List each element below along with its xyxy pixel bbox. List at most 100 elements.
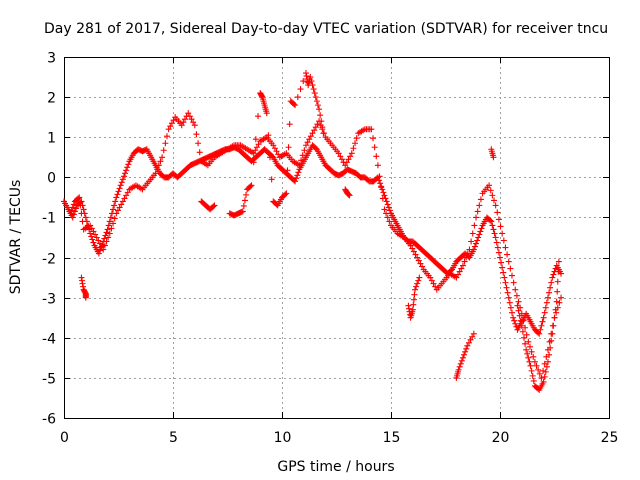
y-tick-label: -3 bbox=[42, 292, 56, 308]
data-point-interp bbox=[513, 292, 520, 299]
data-point-interp bbox=[539, 380, 546, 387]
data-point-interp bbox=[495, 216, 502, 223]
data-point-interp bbox=[546, 351, 553, 358]
data-point-interp bbox=[154, 166, 161, 173]
data-point-interp bbox=[180, 168, 187, 175]
data-point-interp bbox=[252, 147, 259, 154]
data-point bbox=[544, 358, 551, 365]
data-point-interp bbox=[550, 322, 557, 329]
data-point-interp bbox=[125, 161, 132, 168]
data-point-interp bbox=[241, 197, 248, 204]
data-point-interp bbox=[286, 121, 293, 128]
data-point-interp bbox=[416, 244, 423, 251]
data-point-interp bbox=[399, 233, 406, 240]
data-point-interp bbox=[318, 118, 325, 125]
data-point-interp bbox=[463, 254, 470, 261]
data-point-interp bbox=[500, 269, 507, 276]
data-point-interp bbox=[462, 348, 469, 355]
data-point bbox=[531, 358, 538, 365]
data-point-interp bbox=[275, 151, 282, 158]
data-point-interp bbox=[70, 201, 77, 208]
data-point-interp bbox=[489, 192, 496, 199]
data-point-interp bbox=[352, 140, 359, 147]
data-point-interp bbox=[282, 191, 289, 198]
data-point bbox=[342, 162, 349, 169]
data-point bbox=[466, 246, 473, 253]
data-point-interp bbox=[548, 279, 555, 286]
data-point-interp bbox=[222, 147, 229, 154]
data-point-interp bbox=[409, 308, 416, 315]
x-tick-label: 20 bbox=[492, 430, 510, 446]
data-point-interp bbox=[535, 329, 542, 336]
data-point-interp bbox=[181, 116, 188, 123]
data-point-interp bbox=[273, 148, 280, 155]
data-point-interp bbox=[471, 222, 478, 229]
data-point-interp bbox=[129, 152, 136, 159]
data-point-interp bbox=[75, 195, 82, 202]
data-point-interp bbox=[410, 248, 417, 255]
data-point-interp bbox=[255, 141, 262, 148]
data-point-interp bbox=[297, 86, 304, 93]
data-point-interp bbox=[469, 248, 476, 255]
data-point-interp bbox=[312, 94, 319, 101]
data-point-interp bbox=[246, 184, 253, 191]
data-point-interp bbox=[195, 140, 202, 147]
data-point bbox=[505, 294, 512, 301]
data-point-interp bbox=[210, 203, 217, 210]
data-point bbox=[553, 298, 560, 305]
data-point-interp bbox=[411, 240, 418, 247]
data-point-interp bbox=[350, 145, 357, 152]
data-point bbox=[525, 338, 532, 345]
data-point-interp bbox=[511, 317, 518, 324]
data-point bbox=[302, 142, 309, 149]
data-point-interp bbox=[289, 176, 296, 183]
data-point-interp bbox=[103, 238, 110, 245]
data-point-interp bbox=[547, 344, 554, 351]
data-point bbox=[505, 258, 512, 265]
data-point-interp bbox=[474, 237, 481, 244]
data-point-interp bbox=[455, 368, 462, 375]
y-tick-label: -6 bbox=[42, 412, 56, 428]
data-point-interp bbox=[177, 120, 184, 127]
data-point-interp bbox=[410, 301, 417, 308]
data-point-interp bbox=[342, 168, 349, 175]
data-point-interp bbox=[542, 304, 549, 311]
data-point-interp bbox=[353, 135, 360, 142]
data-point-interp bbox=[64, 204, 71, 211]
data-point-interp bbox=[329, 168, 336, 175]
data-point-interp bbox=[524, 350, 531, 357]
y-tick-label: -4 bbox=[42, 332, 56, 348]
data-point-interp bbox=[461, 351, 468, 358]
data-point-interp bbox=[548, 337, 555, 344]
data-point-interp bbox=[95, 237, 102, 244]
data-point-interp bbox=[430, 280, 437, 287]
data-point-interp bbox=[96, 247, 103, 254]
data-point-interp bbox=[311, 144, 318, 151]
data-point-interp bbox=[554, 278, 561, 285]
data-point bbox=[540, 314, 547, 321]
data-point bbox=[122, 170, 129, 177]
data-point-interp bbox=[271, 145, 278, 152]
data-point bbox=[558, 294, 565, 301]
data-point bbox=[549, 330, 556, 337]
data-point-interp bbox=[541, 360, 548, 367]
x-axis-title: GPS time / hours bbox=[277, 459, 394, 475]
data-point-interp bbox=[88, 233, 95, 240]
data-point-interp bbox=[317, 152, 324, 159]
data-point-interp bbox=[457, 360, 464, 367]
data-point bbox=[514, 302, 521, 309]
data-point bbox=[348, 150, 355, 157]
data-point-interp bbox=[392, 228, 399, 235]
data-point bbox=[411, 286, 418, 293]
data-point bbox=[416, 274, 423, 281]
data-point-interp bbox=[90, 239, 97, 246]
data-point bbox=[113, 194, 120, 201]
data-point-interp bbox=[188, 116, 195, 123]
data-point-interp bbox=[384, 214, 391, 221]
data-point-interp bbox=[438, 264, 445, 271]
data-point-interp bbox=[124, 164, 131, 171]
data-point bbox=[320, 130, 327, 137]
data-point-interp bbox=[477, 196, 484, 203]
data-point-interp bbox=[519, 328, 526, 335]
data-point-interp bbox=[298, 157, 305, 164]
